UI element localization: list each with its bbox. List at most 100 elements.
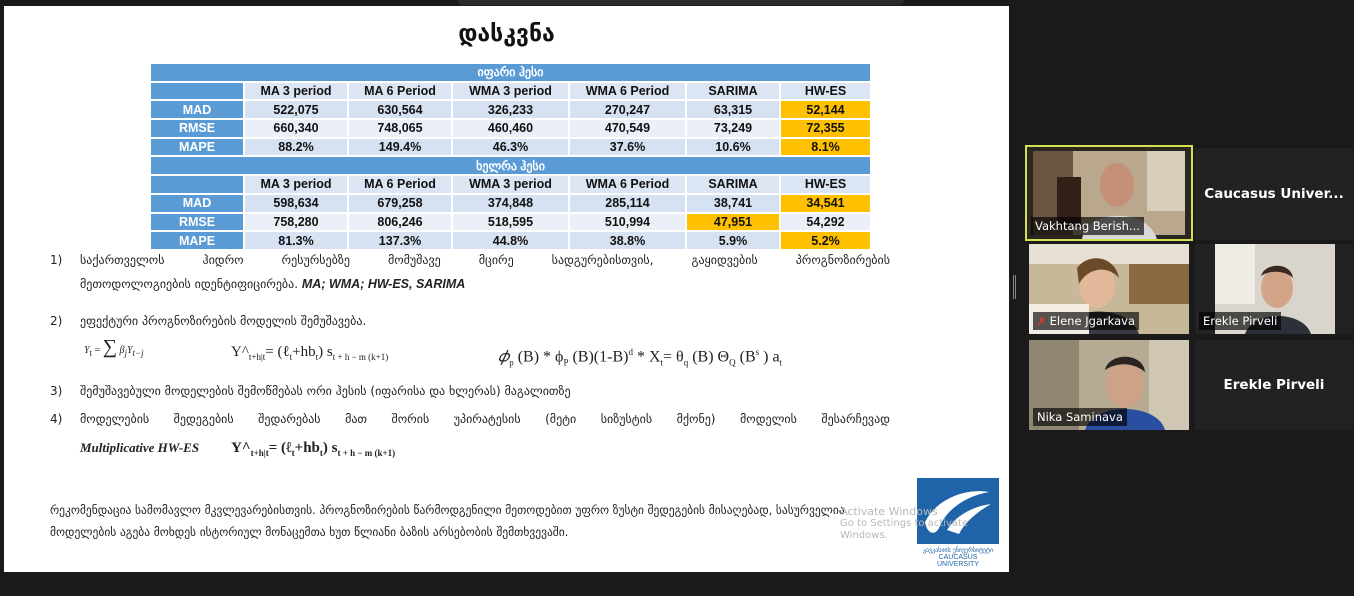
table-row: MAD 598,634 679,258 374,848 285,114 38,741 34,… — [149, 192, 873, 214]
watermark-title: Activate Windows — [840, 505, 938, 518]
table-cell: 88.2% — [243, 136, 349, 158]
metric-label: RMSE — [149, 118, 245, 139]
participant-name: ✗ Elene Jgarkava — [1033, 312, 1140, 330]
column-header: HW-ES — [778, 80, 873, 102]
column-header: WMA 3 period — [451, 80, 570, 102]
participant-name: Vakhtang Berish... — [1031, 217, 1144, 235]
table-band-label: ხელრა ჰესი — [148, 155, 873, 177]
table-cell: 510,994 — [568, 211, 687, 233]
participant-name: Nika Saminava — [1033, 408, 1127, 426]
table-cell: 470,549 — [568, 118, 687, 139]
table-cell: 44.8% — [451, 230, 570, 251]
table-header-row: MA 3 period MA 6 Period WMA 3 period WMA 6 … — [149, 174, 873, 195]
table-corner-cell — [149, 80, 245, 102]
table-row: MAD 522,075 630,564 326,233 270,247 63,315 52,… — [149, 99, 873, 121]
table-band-row: ხელრა ჰესი — [148, 155, 873, 177]
table-cell: 630,564 — [347, 99, 453, 121]
item-text: საქართველოს ჰიდრო რესურსებზე მომუშავე მც… — [80, 253, 890, 267]
item-number: 1) — [50, 253, 63, 267]
participant-label: Caucasus Univer... — [1204, 186, 1344, 202]
table-row: RMSE 758,280 806,246 518,595 510,994 47,951 54… — [149, 211, 873, 233]
table-row: MAPE 81.3% 137.3% 44.8% 38.8% 5.9% 5.2% — [149, 230, 873, 251]
method-list: MA; WMA; HW-ES, SARIMA — [301, 277, 466, 291]
column-header: SARIMA — [685, 174, 781, 195]
table-cell: 748,065 — [347, 118, 453, 139]
participant-label: Erekle Pirveli — [1223, 377, 1325, 393]
table-cell: 137.3% — [347, 230, 453, 251]
table-cell: 806,246 — [347, 211, 453, 233]
column-header: WMA 6 Period — [568, 80, 687, 102]
metric-label: MAD — [149, 99, 245, 121]
table-header-row: MA 3 period MA 6 Period WMA 3 period WMA 6 … — [149, 80, 873, 102]
bottom-bar — [0, 572, 1354, 596]
logo-english-text: CAUCASUS UNIVERSITY — [936, 554, 979, 568]
table-cell: 81.3% — [243, 230, 349, 251]
item-number: 4) — [50, 412, 63, 426]
slide-title: დასკვნა — [458, 21, 555, 47]
activate-windows-watermark: Activate Windows Go to Settings to activ… — [840, 506, 1009, 542]
table-cell: 37.6% — [568, 136, 687, 158]
panel-resize-handle[interactable] — [1013, 275, 1017, 299]
column-header: MA 6 Period — [347, 174, 453, 195]
table-cell: 460,460 — [451, 118, 570, 139]
conclusion-item-1: 1) საქართველოს ჰიდრო რესურსებზე მომუშავე… — [50, 253, 890, 293]
table-cell: 38.8% — [568, 230, 687, 251]
item-text: მოდელების შედეგების შედარებას მათ შორის … — [80, 412, 890, 426]
metric-label: MAPE — [149, 136, 245, 158]
recommendation-line: რეკომენდაცია სამომავლო მკვლევარებისთვის.… — [50, 503, 845, 517]
table-cell: 758,280 — [243, 211, 349, 233]
best-value-cell: 8.1% — [778, 136, 873, 158]
top-toolbar[interactable] — [458, 0, 904, 5]
table-band-row: იფარი ჰესი — [148, 62, 873, 83]
table-corner-cell — [149, 174, 245, 195]
metric-label: MAPE — [149, 230, 245, 251]
shared-slide: დასკვნა იფარი ჰესი MA 3 period MA 6 Period… — [4, 6, 1009, 572]
elene-video-tile[interactable]: ✗ Elene Jgarkava — [1029, 244, 1189, 334]
metric-label: MAD — [149, 192, 245, 214]
recommendation-text: რეკომენდაცია სამომავლო მკვლევარებისთვის.… — [50, 499, 886, 543]
table-cell: 46.3% — [451, 136, 570, 158]
table-cell: 326,233 — [451, 99, 570, 121]
column-header: MA 3 period — [243, 174, 349, 195]
sarima-formula: 𝜙p (B) * ϕP (B)(1-B)d * Xt= θq (B) ΘQ (B… — [498, 347, 783, 368]
table-cell: 38,741 — [685, 192, 781, 214]
metric-label: RMSE — [149, 211, 245, 233]
table-cell: 73,249 — [685, 118, 781, 139]
erekle-video-tile[interactable]: Erekle Pirveli — [1195, 244, 1353, 334]
best-value-cell: 34,541 — [778, 192, 873, 214]
table-cell: 149.4% — [347, 136, 453, 158]
column-header: SARIMA — [685, 80, 781, 102]
best-value-cell: 72,355 — [778, 118, 873, 139]
table-cell: 518,595 — [451, 211, 570, 233]
column-header: WMA 6 Period — [568, 174, 687, 195]
item-number: 3) — [50, 384, 63, 398]
multiplicative-label: Multiplicative HW-ES — [80, 440, 200, 455]
item-text: ეფექტური პროგნოზირების მოდელის შემუშავებ… — [80, 314, 367, 328]
item-text-cont: მეთოდოლოგიების იდენტიფიცირება. MA; WMA; … — [80, 277, 890, 291]
table-cell: 5.9% — [685, 230, 781, 251]
best-value-cell: 52,144 — [778, 99, 873, 121]
mic-muted-icon: ✗ — [1037, 314, 1047, 328]
column-header: MA 6 Period — [347, 80, 453, 102]
caucasus-university-tile[interactable]: Caucasus Univer... — [1195, 148, 1353, 240]
multiplicative-hw-formula: Multiplicative HW-ES Y^t+h|t= (ℓt+hbt) s… — [80, 440, 396, 458]
table-cell: 679,258 — [347, 192, 453, 214]
nika-video-tile[interactable]: Nika Saminava — [1029, 340, 1189, 430]
table-row: RMSE 660,340 748,065 460,460 470,549 73,249 72… — [149, 118, 873, 139]
ma-formula: Yt = ∑ βjYt−j — [84, 336, 144, 358]
table-cell: 522,075 — [243, 99, 349, 121]
participant-name: Erekle Pirveli — [1199, 312, 1282, 330]
hw-additive-formula: Y^t+h|t= (ℓt+hbt) st + h − m (k+1) — [231, 344, 389, 362]
table-cell: 10.6% — [685, 136, 781, 158]
speaker-video-tile[interactable]: Vakhtang Berish... — [1025, 145, 1193, 241]
item-text: შემუშავებული მოდელების შემოწმებას ორი ჰე… — [80, 384, 571, 398]
recommendation-line: მოდელების აგება მოხდეს ისტორიულ მონაცემთ… — [50, 525, 569, 539]
best-value-cell: 5.2% — [778, 230, 873, 251]
logo-mark — [917, 478, 999, 544]
item-number: 2) — [50, 314, 63, 328]
erekle-audio-tile[interactable]: Erekle Pirveli — [1195, 340, 1353, 430]
column-header: HW-ES — [778, 174, 873, 195]
table-cell: 598,634 — [243, 192, 349, 214]
table-cell: 270,247 — [568, 99, 687, 121]
table-row: MAPE 88.2% 149.4% 46.3% 37.6% 10.6% 8.1% — [149, 136, 873, 158]
